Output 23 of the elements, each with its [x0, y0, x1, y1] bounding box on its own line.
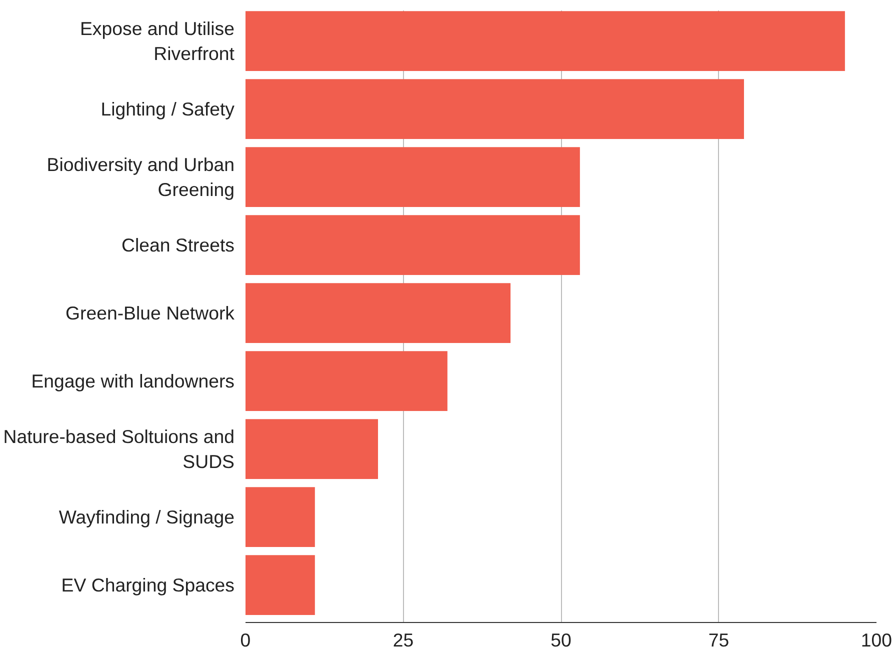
y-tick-label: Clean Streets: [121, 234, 234, 256]
x-tick-label: 100: [860, 630, 892, 649]
bar: [246, 487, 315, 548]
y-tick-label: Lighting / Safety: [100, 98, 236, 120]
y-tick-label: Green-Blue Network: [65, 302, 236, 324]
bar: [246, 419, 378, 480]
bar: [246, 351, 448, 412]
bar: [246, 79, 744, 140]
y-tick-label: Biodiversity and Urban Greening: [46, 154, 235, 200]
x-tick-label: 25: [392, 630, 414, 649]
bar: [246, 555, 315, 616]
y-tick-label: Nature-based Soltuions and SUDS: [3, 426, 235, 472]
y-tick-label: Expose and Utilise Riverfront: [80, 18, 236, 64]
bar: [246, 11, 845, 72]
x-tick-label: 0: [240, 630, 251, 649]
bar: [246, 147, 580, 208]
y-tick-label: Wayfinding / Signage: [58, 506, 235, 528]
y-tick-label: EV Charging Spaces: [61, 574, 235, 596]
x-tick-label: 75: [708, 630, 730, 649]
bar: [246, 215, 580, 276]
bar: [246, 283, 511, 344]
x-tick-label: 50: [550, 630, 572, 649]
y-tick-label: Engage with landowners: [31, 370, 235, 392]
